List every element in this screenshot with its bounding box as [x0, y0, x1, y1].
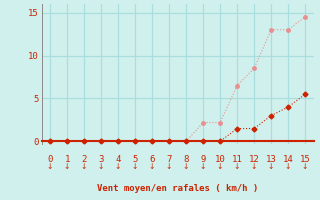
Text: ↓: ↓: [81, 162, 87, 171]
Text: ↓: ↓: [200, 162, 206, 171]
Text: ↓: ↓: [302, 162, 308, 171]
Text: ↓: ↓: [251, 162, 257, 171]
X-axis label: Vent moyen/en rafales ( km/h ): Vent moyen/en rafales ( km/h ): [97, 184, 258, 193]
Text: ↓: ↓: [183, 162, 189, 171]
Text: ↓: ↓: [98, 162, 104, 171]
Text: ↓: ↓: [149, 162, 155, 171]
Text: ↓: ↓: [268, 162, 274, 171]
Text: ↓: ↓: [64, 162, 70, 171]
Text: ↓: ↓: [132, 162, 138, 171]
Text: ↓: ↓: [47, 162, 53, 171]
Text: ↓: ↓: [115, 162, 121, 171]
Text: ↓: ↓: [234, 162, 240, 171]
Text: ↓: ↓: [285, 162, 291, 171]
Text: ↓: ↓: [166, 162, 172, 171]
Text: ↓: ↓: [217, 162, 223, 171]
